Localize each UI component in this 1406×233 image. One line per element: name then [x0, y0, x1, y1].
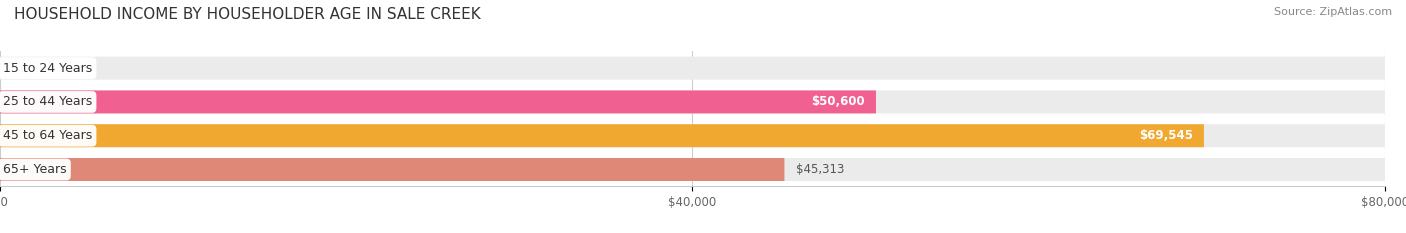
Text: 45 to 64 Years: 45 to 64 Years: [3, 129, 91, 142]
FancyBboxPatch shape: [0, 158, 785, 181]
Text: $45,313: $45,313: [796, 163, 844, 176]
Text: HOUSEHOLD INCOME BY HOUSEHOLDER AGE IN SALE CREEK: HOUSEHOLD INCOME BY HOUSEHOLDER AGE IN S…: [14, 7, 481, 22]
FancyBboxPatch shape: [0, 124, 1204, 147]
Text: 65+ Years: 65+ Years: [3, 163, 66, 176]
Text: $69,545: $69,545: [1139, 129, 1192, 142]
FancyBboxPatch shape: [0, 158, 1385, 181]
FancyBboxPatch shape: [0, 90, 876, 113]
Text: $0: $0: [21, 62, 35, 75]
Text: Source: ZipAtlas.com: Source: ZipAtlas.com: [1274, 7, 1392, 17]
FancyBboxPatch shape: [0, 90, 1385, 113]
FancyBboxPatch shape: [0, 124, 1385, 147]
Text: 15 to 24 Years: 15 to 24 Years: [3, 62, 91, 75]
Text: $50,600: $50,600: [811, 96, 865, 108]
FancyBboxPatch shape: [0, 57, 1385, 80]
Text: 25 to 44 Years: 25 to 44 Years: [3, 96, 91, 108]
